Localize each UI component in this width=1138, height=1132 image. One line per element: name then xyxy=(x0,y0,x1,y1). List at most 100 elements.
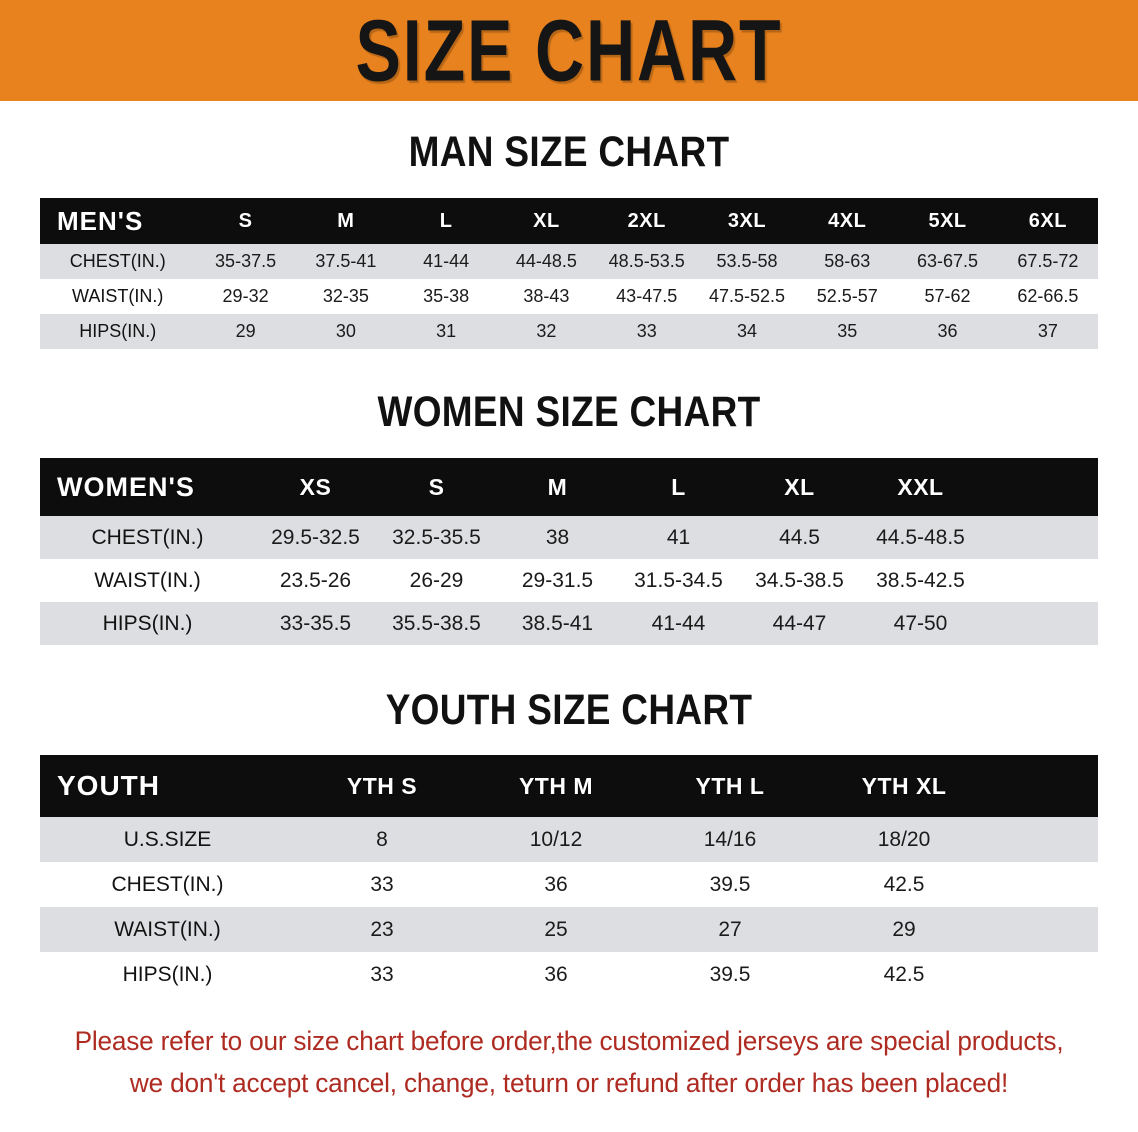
youth-row-label: U.S.SIZE xyxy=(123,827,212,851)
table-cell: 62-66.5 xyxy=(1017,286,1079,306)
women-column-header-xxl: XXL xyxy=(897,473,944,500)
table-header-row: YOUTH YTH S YTH M YTH L YTH XL xyxy=(40,755,1098,817)
table-cell: 41-44 xyxy=(651,611,706,635)
table-cell: 37.5-41 xyxy=(315,251,377,271)
youth-table-corner-label: YOUTH xyxy=(57,770,160,801)
table-cell: 23.5-26 xyxy=(279,568,352,592)
women-column-header-xl: XL xyxy=(784,473,815,500)
youth-size-table-wrap: YOUTH YTH S YTH M YTH L YTH XL U.S.SIZE 8 10/1… xyxy=(40,755,1098,997)
table-cell: 23 xyxy=(370,917,394,941)
table-cell: 29.5-32.5 xyxy=(271,525,360,549)
table-row: HIPS(IN.) 33 36 39.5 42.5 xyxy=(40,952,1098,997)
table-cell: 36 xyxy=(937,321,958,341)
table-cell: 33-35.5 xyxy=(279,611,352,635)
women-section-title: WOMEN SIZE CHART xyxy=(377,387,761,436)
women-column-header-l: L xyxy=(671,473,686,500)
table-cell: 32 xyxy=(536,321,557,341)
table-cell: 35-38 xyxy=(423,286,470,306)
youth-row-spacer xyxy=(991,862,1098,907)
footer-line-1: Please refer to our size chart before or… xyxy=(74,1026,1064,1056)
table-cell: 32.5-35.5 xyxy=(392,525,481,549)
table-cell: 32-35 xyxy=(322,286,369,306)
table-cell: 42.5 xyxy=(883,872,925,896)
table-cell: 26-29 xyxy=(409,568,464,592)
women-column-header-s: S xyxy=(428,473,445,500)
youth-column-header-yth-s: YTH S xyxy=(346,772,418,799)
table-row: U.S.SIZE 8 10/12 14/16 18/20 xyxy=(40,817,1098,862)
table-cell: 44-48.5 xyxy=(515,251,577,271)
man-row-label: HIPS(IN.) xyxy=(79,321,157,341)
table-row: WAIST(IN.) 23.5-26 26-29 29-31.5 31.5-34.5 34… xyxy=(40,559,1098,602)
women-row-label: WAIST(IN.) xyxy=(94,568,201,592)
women-row-label: HIPS(IN.) xyxy=(102,611,193,635)
women-row-spacer xyxy=(981,602,1098,645)
table-cell: 63-67.5 xyxy=(917,251,979,271)
table-cell: 47-50 xyxy=(893,611,948,635)
man-column-header-m: M xyxy=(337,209,355,232)
table-cell: 36 xyxy=(544,962,568,986)
table-cell: 25 xyxy=(544,917,568,941)
table-row: CHEST(IN.) 35-37.5 37.5-41 41-44 44-48.5 48.5… xyxy=(40,244,1098,279)
table-cell: 33 xyxy=(636,321,657,341)
table-cell: 38-43 xyxy=(523,286,570,306)
women-column-header-xs: XS xyxy=(299,473,332,500)
youth-row-spacer xyxy=(991,907,1098,952)
youth-row-label: WAIST(IN.) xyxy=(114,917,221,941)
table-cell: 18/20 xyxy=(877,827,931,851)
women-row-spacer xyxy=(981,559,1098,602)
man-column-header-l: L xyxy=(439,209,453,232)
table-row: CHEST(IN.) 29.5-32.5 32.5-35.5 38 41 44.5 44.5… xyxy=(40,516,1098,559)
man-section-title: MAN SIZE CHART xyxy=(408,127,730,176)
footer-notice: Please refer to our size chart before or… xyxy=(0,1021,1138,1105)
table-cell: 34.5-38.5 xyxy=(755,568,844,592)
table-cell: 58-63 xyxy=(824,251,871,271)
table-row: CHEST(IN.) 33 36 39.5 42.5 xyxy=(40,862,1098,907)
table-cell: 33 xyxy=(370,962,394,986)
table-cell: 39.5 xyxy=(709,872,751,896)
table-cell: 52.5-57 xyxy=(816,286,878,306)
man-column-header-xl: XL xyxy=(533,209,560,232)
table-cell: 10/12 xyxy=(529,827,583,851)
table-cell: 29 xyxy=(235,321,256,341)
table-header-row: MEN'S S M L XL 2XL 3XL 4XL 5XL 6XL xyxy=(40,198,1098,244)
table-header-row: WOMEN'S XS S M L XL XXL xyxy=(40,458,1098,516)
women-size-table: WOMEN'S XS S M L XL XXL CHEST(IN.) 29.5-32.5 32.… xyxy=(40,458,1098,645)
table-cell: 41 xyxy=(666,525,691,549)
table-cell: 53.5-58 xyxy=(716,251,778,271)
women-column-header-m: M xyxy=(547,473,568,500)
table-cell: 35 xyxy=(837,321,858,341)
table-cell: 39.5 xyxy=(709,962,751,986)
table-cell: 41-44 xyxy=(423,251,470,271)
table-cell: 48.5-53.5 xyxy=(608,251,685,271)
table-cell: 35.5-38.5 xyxy=(392,611,481,635)
table-row: WAIST(IN.) 23 25 27 29 xyxy=(40,907,1098,952)
youth-column-header-yth-m: YTH M xyxy=(518,772,594,799)
table-cell: 8 xyxy=(376,827,388,851)
women-table-corner-label: WOMEN'S xyxy=(57,471,195,502)
table-cell: 35-37.5 xyxy=(215,251,277,271)
table-cell: 43-47.5 xyxy=(616,286,678,306)
youth-row-spacer xyxy=(991,952,1098,997)
table-cell: 44.5-48.5 xyxy=(876,525,965,549)
table-cell: 29-31.5 xyxy=(521,568,594,592)
youth-row-label: HIPS(IN.) xyxy=(122,962,213,986)
table-cell: 38.5-42.5 xyxy=(876,568,965,592)
table-cell: 33 xyxy=(370,872,394,896)
women-size-table-wrap: WOMEN'S XS S M L XL XXL CHEST(IN.) 29.5-32.5 32.… xyxy=(40,458,1098,645)
table-cell: 31 xyxy=(436,321,457,341)
table-cell: 67.5-72 xyxy=(1017,251,1079,271)
table-cell: 37 xyxy=(1037,321,1058,341)
footer-line-2: we don't accept cancel, change, teturn o… xyxy=(129,1067,1009,1098)
table-cell: 29-32 xyxy=(222,286,269,306)
man-size-table: MEN'S S M L XL 2XL 3XL 4XL 5XL 6XL CHEST(IN.) 35-3… xyxy=(40,198,1098,349)
table-cell: 44.5 xyxy=(779,525,820,549)
page-title: SIZE CHART xyxy=(355,0,783,99)
table-cell: 31.5-34.5 xyxy=(634,568,723,592)
youth-section-title: YOUTH SIZE CHART xyxy=(385,685,753,734)
table-cell: 27 xyxy=(718,917,742,941)
table-row: HIPS(IN.) 33-35.5 35.5-38.5 38.5-41 41-44 44-… xyxy=(40,602,1098,645)
man-row-label: CHEST(IN.) xyxy=(69,251,166,271)
table-cell: 44-47 xyxy=(772,611,827,635)
table-row: HIPS(IN.) 29 30 31 32 33 34 35 36 37 xyxy=(40,314,1098,349)
